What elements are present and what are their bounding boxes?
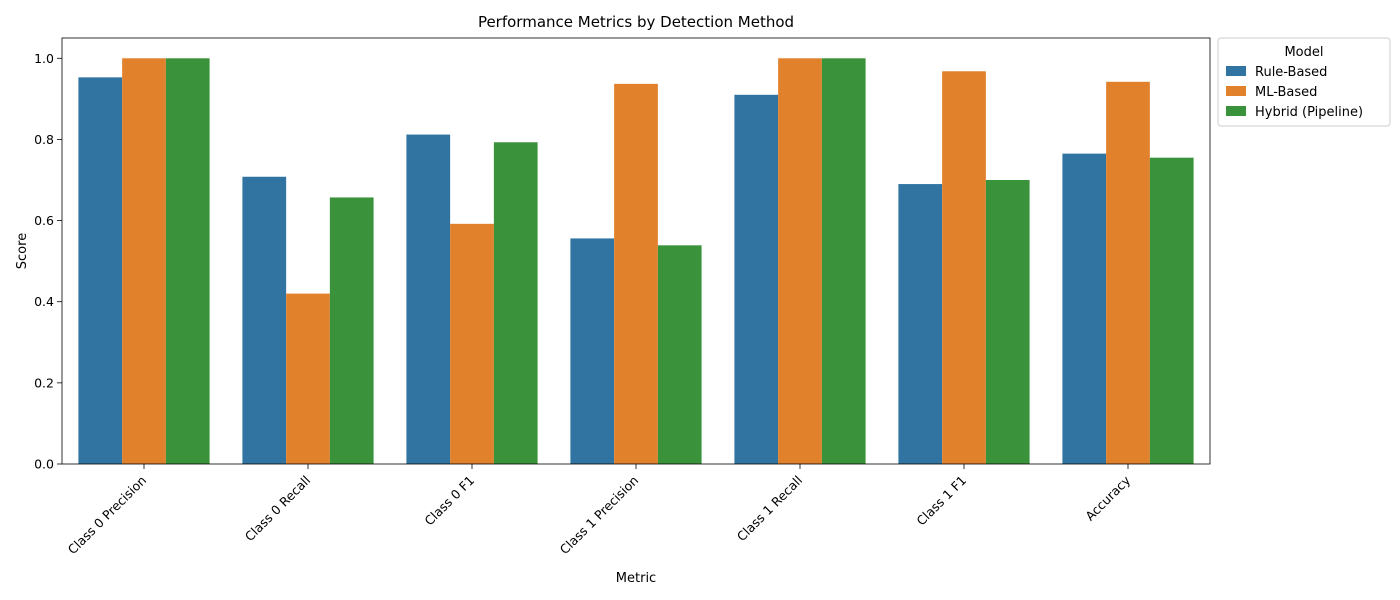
bar-rule-based-5 [898, 184, 943, 465]
x-tick-label: Class 0 F1 [421, 473, 477, 529]
bar-rule-based-2 [406, 134, 451, 464]
bar-rule-based-0 [78, 77, 123, 465]
bar-hybrid-pipeline-5 [985, 180, 1030, 464]
legend-label: Hybrid (Pipeline) [1255, 105, 1363, 120]
chart-title: Performance Metrics by Detection Method [478, 13, 794, 31]
bar-ml-based-5 [942, 71, 986, 465]
y-tick-label: 1.0 [34, 51, 54, 66]
y-axis: 0.0 0.2 0.4 0.6 0.8 1.0 [34, 51, 62, 472]
bar-rule-based-1 [242, 176, 287, 465]
x-tick-label: Class 0 Precision [65, 473, 150, 558]
bars-group [78, 58, 1194, 465]
y-axis-label: Score [15, 233, 30, 269]
bar-ml-based-3 [614, 83, 658, 465]
y-tick-label: 0.6 [34, 213, 54, 228]
x-tick-label: Class 1 Recall [734, 473, 805, 544]
bar-hybrid-pipeline-3 [657, 245, 702, 464]
bar-ml-based-2 [450, 223, 494, 464]
legend-label: Rule-Based [1255, 65, 1327, 80]
x-tick-label: Class 1 Precision [557, 473, 642, 558]
x-tick-label: Class 1 F1 [913, 473, 969, 529]
legend-box [1217, 37, 1391, 127]
legend-swatch [1226, 86, 1246, 96]
y-tick-label: 0.8 [34, 132, 54, 147]
x-axis-label: Metric [616, 571, 656, 586]
bar-ml-based-4 [778, 58, 822, 465]
bar-hybrid-pipeline-6 [1149, 157, 1194, 464]
bar-hybrid-pipeline-2 [493, 142, 538, 465]
y-tick-label: 0.2 [34, 375, 54, 390]
bar-rule-based-4 [734, 94, 779, 465]
legend-swatch [1226, 106, 1246, 116]
bar-ml-based-1 [286, 293, 330, 464]
legend-label: ML-Based [1255, 85, 1317, 100]
plot-frame [61, 37, 1211, 465]
bar-rule-based-6 [1062, 153, 1107, 464]
x-tick-label: Accuracy [1082, 472, 1133, 523]
bar-hybrid-pipeline-0 [165, 58, 210, 465]
legend-swatch [1226, 66, 1246, 76]
x-tick-label: Class 0 Recall [242, 473, 313, 544]
y-tick-label: 0.4 [34, 294, 54, 309]
bar-hybrid-pipeline-4 [821, 58, 866, 465]
bar-hybrid-pipeline-1 [329, 197, 374, 464]
legend: Model Rule-Based ML-Based Hybrid (Pipeline… [1217, 37, 1391, 127]
x-axis: Class 0 Precision Class 0 Recall Class 0 F… [65, 464, 1134, 557]
y-tick-label: 0.0 [34, 457, 54, 472]
bar-rule-based-3 [570, 238, 615, 464]
bar-ml-based-0 [122, 58, 166, 465]
legend-items: Rule-Based ML-Based Hybrid (Pipeline) [1226, 65, 1363, 120]
legend-title: Model [1284, 45, 1323, 60]
bar-ml-based-6 [1106, 81, 1150, 465]
